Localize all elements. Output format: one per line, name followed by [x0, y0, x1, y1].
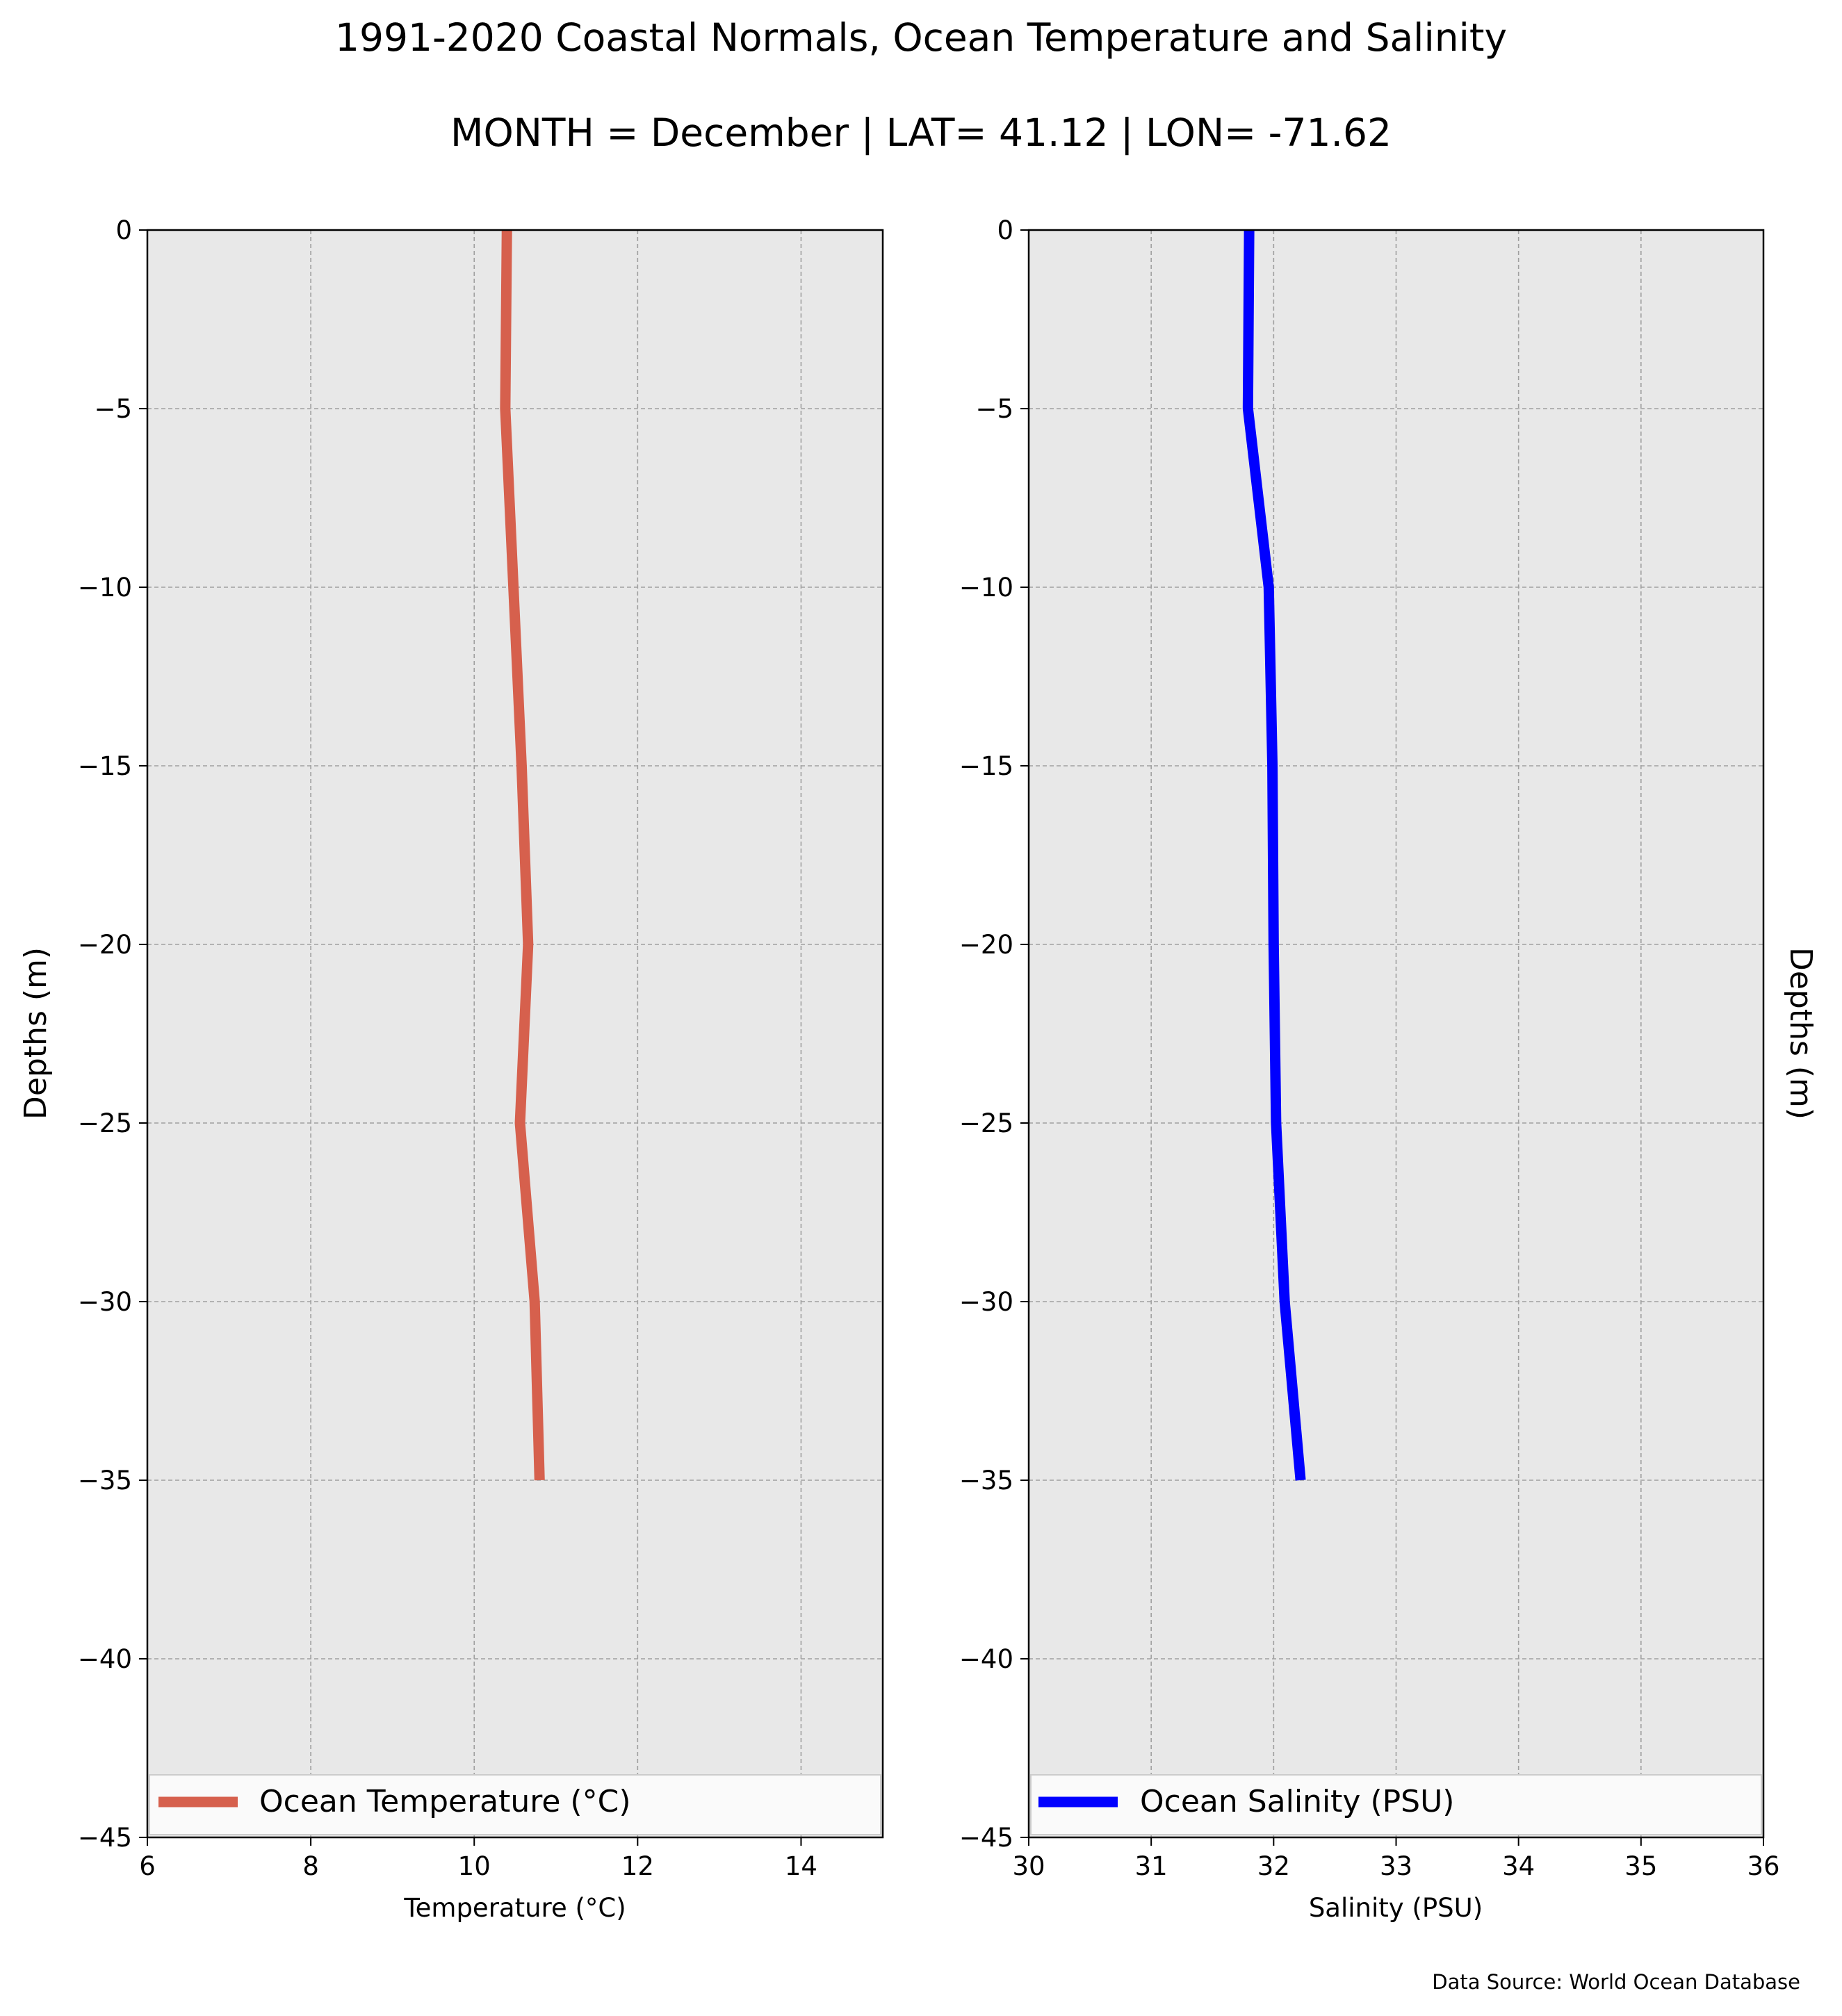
salinity-legend: Ocean Salinity (PSU) [1030, 1774, 1762, 1835]
salinity-legend-label: Ocean Salinity (PSU) [1140, 1784, 1454, 1819]
temperature-y-tick-label: −30 [78, 1287, 132, 1317]
temperature-y-tick-label: −5 [94, 394, 132, 424]
salinity-x-tick-label: 30 [1012, 1851, 1045, 1881]
figure-subtitle: MONTH = December | LAT= 41.12 | LON= -71… [450, 110, 1392, 156]
temperature-data-point [539, 1480, 540, 1481]
salinity-y-tick-label: −25 [959, 1108, 1013, 1138]
temperature-y-tick-label: −10 [78, 573, 132, 603]
temperature-data-point [521, 766, 522, 767]
salinity-x-tick-label: 35 [1624, 1851, 1657, 1881]
temperature-plot-frame [146, 229, 884, 1839]
salinity-x-tick-label: 31 [1135, 1851, 1168, 1881]
salinity-y-tick-label: −45 [959, 1823, 1013, 1853]
salinity-x-tick-label: 32 [1257, 1851, 1290, 1881]
temperature-y-tick-label: −15 [78, 751, 132, 781]
salinity-x-tick-label: 36 [1747, 1851, 1779, 1881]
temperature-x-axis: 6 8 10 12 14 [139, 1837, 817, 1881]
salinity-x-tick-label: 34 [1502, 1851, 1535, 1881]
salinity-x-axis: 30 31 32 33 34 35 36 [1012, 1837, 1780, 1881]
temperature-legend: Ocean Temperature (°C) [149, 1774, 881, 1835]
salinity-y-axis-label: Depths (m) [1783, 947, 1818, 1120]
temperature-y-tick-label: −45 [78, 1823, 132, 1853]
figure-title: 1991-2020 Coastal Normals, Ocean Tempera… [335, 15, 1507, 60]
temperature-y-axis-label: Depths (m) [18, 947, 54, 1120]
salinity-y-tick-label: −40 [959, 1644, 1013, 1674]
temperature-x-tick-label: 14 [785, 1851, 817, 1881]
salinity-x-tick-label: 33 [1380, 1851, 1412, 1881]
temperature-x-tick-label: 12 [621, 1851, 654, 1881]
salinity-series [1242, 229, 1306, 1481]
temperature-series-line [500, 229, 545, 1481]
temperature-series [500, 229, 545, 1481]
temperature-y-tick-label: −20 [78, 930, 132, 960]
salinity-y-tick-label: −10 [959, 573, 1013, 603]
temperature-data-point [513, 587, 514, 588]
salinity-y-tick-label: −35 [959, 1466, 1013, 1495]
salinity-panel: 30 31 32 33 34 35 36 0 −5 −10 −15 −20 −25 −30 −35 −40 −… [959, 215, 1818, 1923]
salinity-series-line [1242, 229, 1306, 1481]
temperature-y-tick-label: −35 [78, 1466, 132, 1495]
salinity-y-tick-label: 0 [997, 215, 1013, 245]
salinity-y-tick-label: −30 [959, 1287, 1013, 1317]
salinity-x-axis-label: Salinity (PSU) [1309, 1893, 1483, 1923]
temperature-x-axis-label: Temperature (°C) [403, 1893, 626, 1923]
temperature-legend-box [149, 1774, 881, 1835]
temperature-y-tick-label: −25 [78, 1108, 132, 1138]
source-note: Data Source: World Ocean Database [1432, 1970, 1800, 1994]
salinity-data-point [1275, 1123, 1276, 1124]
temperature-y-axis: 0 −5 −10 −15 −20 −25 −30 −35 −40 −45 [78, 215, 147, 1853]
temperature-y-tick-label: −40 [78, 1644, 132, 1674]
temperature-x-tick-label: 10 [458, 1851, 491, 1881]
temperature-x-tick-label: 6 [139, 1851, 156, 1881]
temperature-legend-label: Ocean Temperature (°C) [259, 1784, 631, 1819]
salinity-y-axis: 0 −5 −10 −15 −20 −25 −30 −35 −40 −45 [959, 215, 1029, 1853]
temperature-plot-area [147, 230, 883, 1837]
salinity-y-tick-label: −20 [959, 930, 1013, 960]
salinity-y-tick-label: −5 [975, 394, 1013, 424]
temperature-x-tick-label: 8 [302, 1851, 319, 1881]
salinity-data-point [1273, 944, 1274, 945]
salinity-data-point [1272, 766, 1273, 767]
salinity-plot-area [1029, 230, 1763, 1837]
salinity-legend-box [1030, 1774, 1762, 1835]
temperature-data-point [520, 1123, 521, 1124]
temperature-panel: 6 8 10 12 14 0 −5 −10 −15 −20 −25 −30 −35 −40 −45 Tem… [18, 215, 884, 1923]
salinity-y-tick-label: −15 [959, 751, 1013, 781]
temperature-y-tick-label: 0 [115, 215, 132, 245]
